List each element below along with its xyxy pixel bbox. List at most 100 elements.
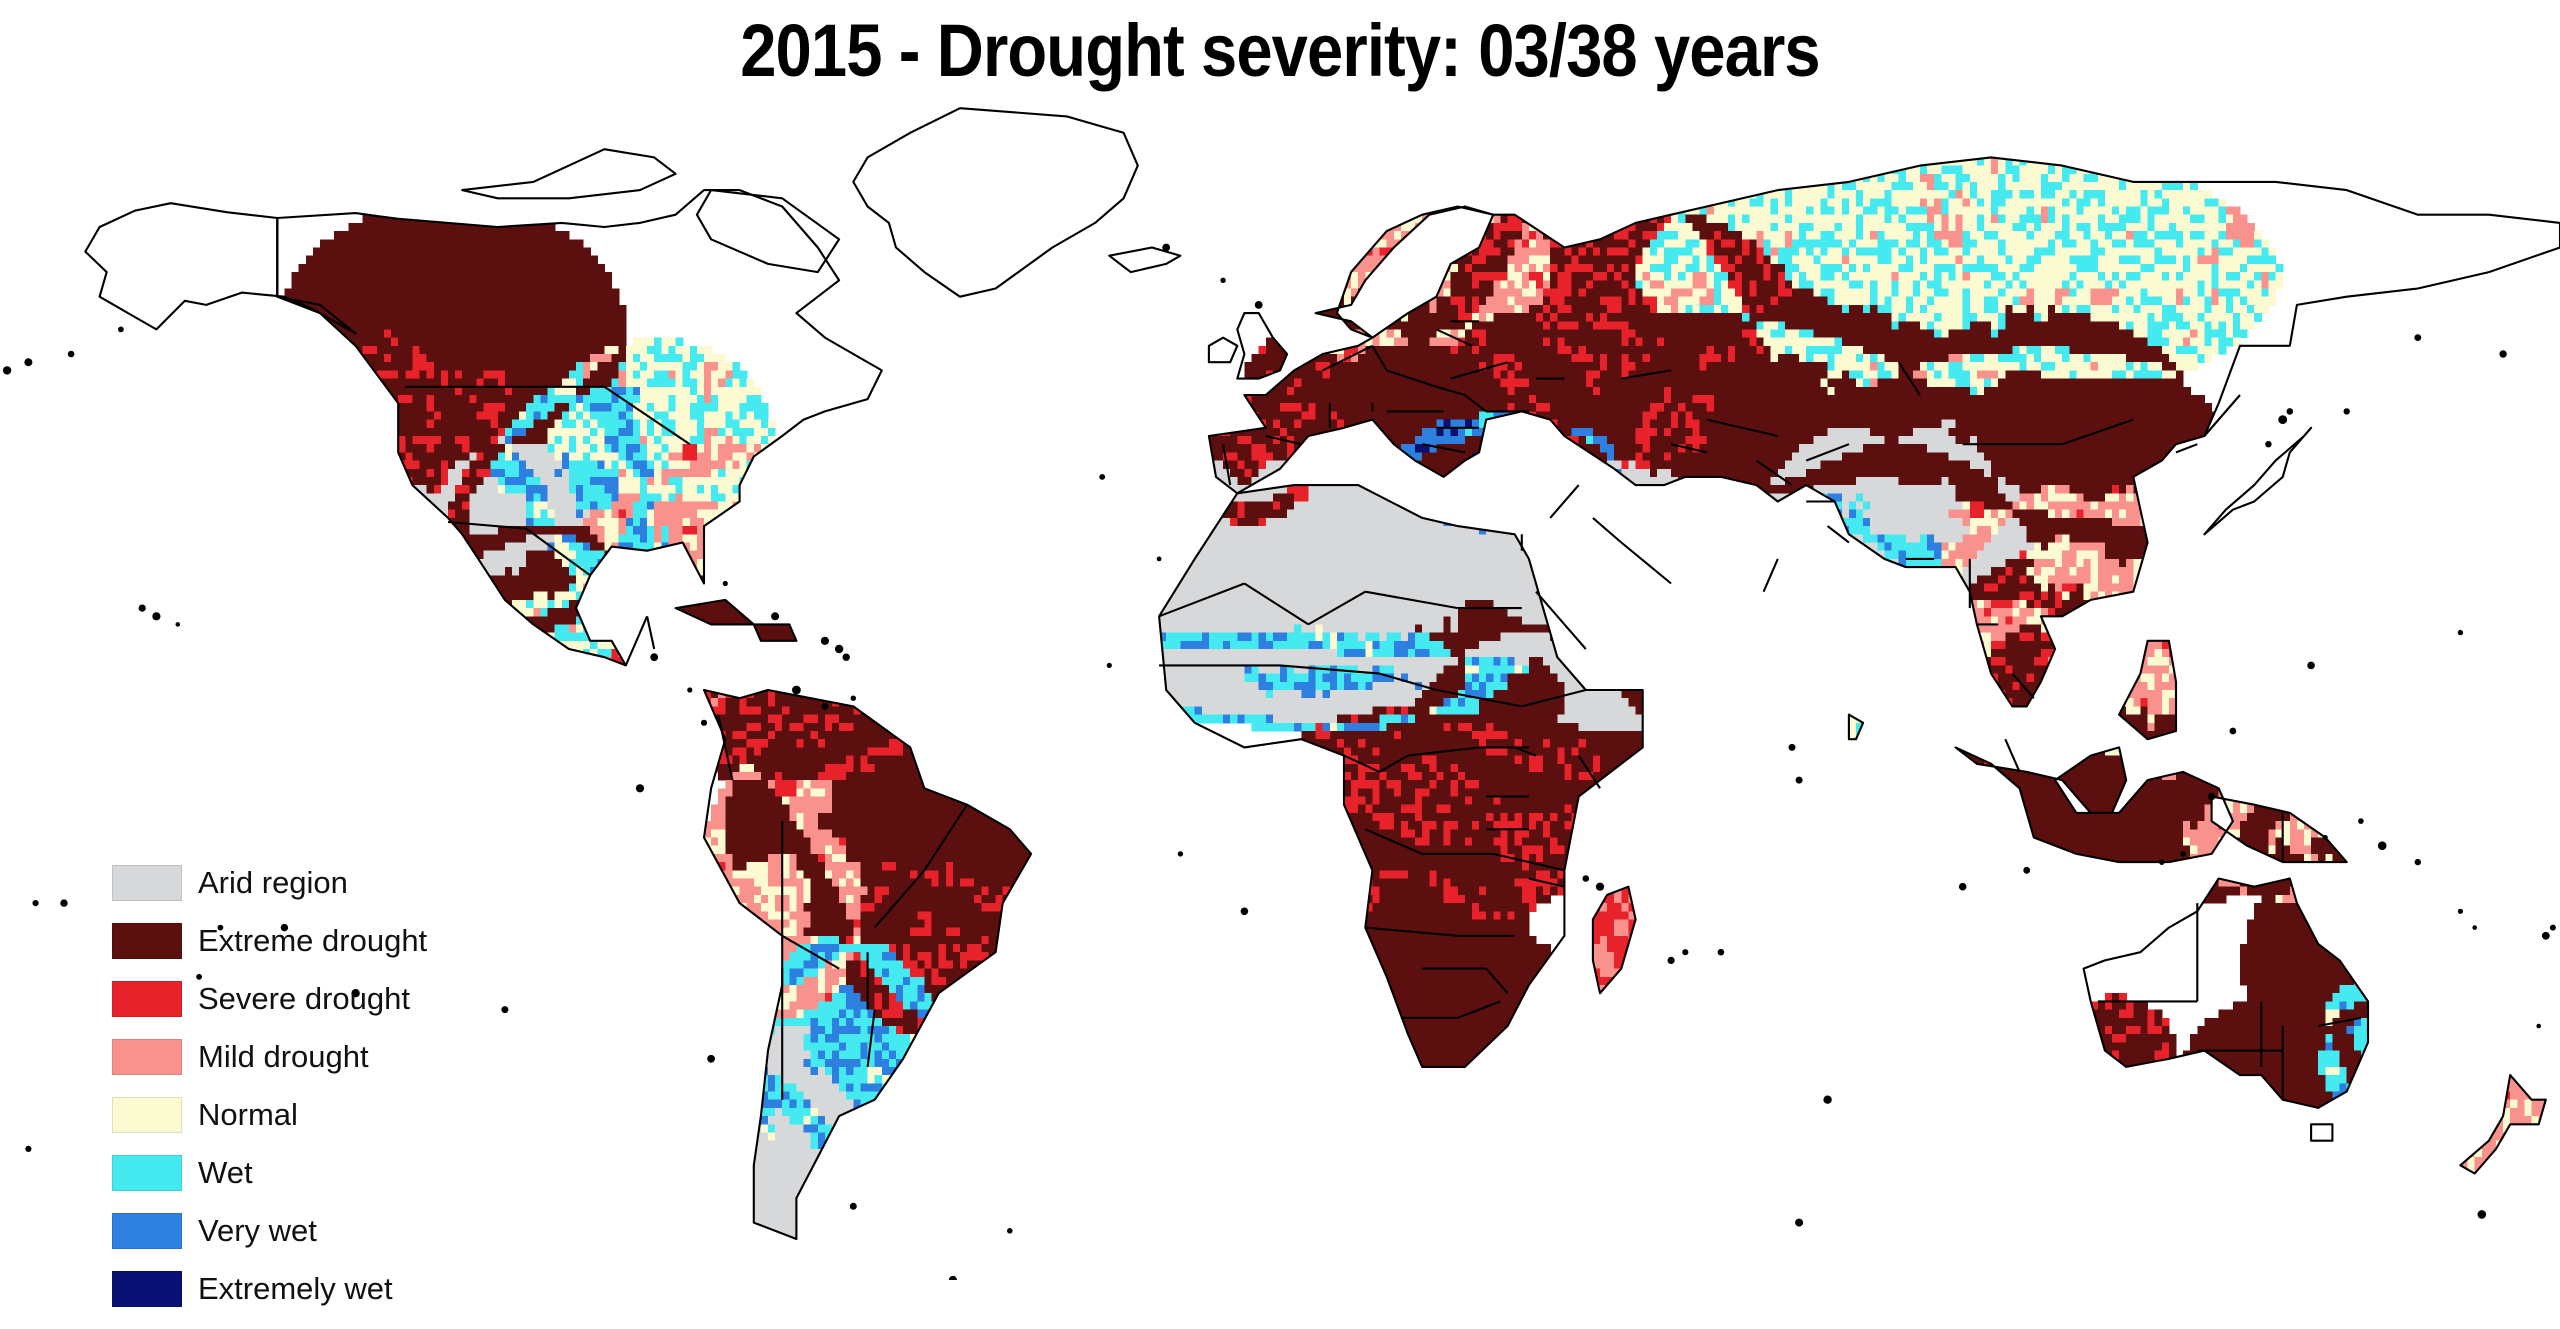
- island-dot: [2499, 350, 2506, 357]
- country-outline: [647, 616, 654, 649]
- island-dot: [1162, 244, 1170, 252]
- country-outline: [1764, 559, 1778, 592]
- island-dot: [1583, 875, 1590, 882]
- legend-item: Extremely wet: [112, 1271, 542, 1306]
- country-outline: [853, 108, 1138, 297]
- island-dot: [2536, 1024, 2541, 1029]
- country-outline: [2204, 428, 2311, 535]
- legend-swatch-extreme-drought: [112, 923, 182, 959]
- island-dot: [1178, 851, 1183, 856]
- legend-label-very-wet: Very wet: [198, 1214, 317, 1248]
- country-outline: [626, 616, 647, 665]
- island-dot: [707, 1055, 715, 1063]
- legend-item: Arid region: [112, 865, 542, 900]
- legend-item: Very wet: [112, 1213, 542, 1248]
- country-outline: [2176, 444, 2197, 452]
- island-dot: [2542, 932, 2550, 940]
- island-dot: [2323, 835, 2328, 840]
- island-dot: [1789, 744, 1796, 751]
- island-dot: [2287, 408, 2294, 415]
- island-dot: [792, 686, 801, 695]
- legend-swatch-arid: [112, 865, 182, 901]
- island-dot: [821, 703, 828, 710]
- country-outline: [1550, 485, 1579, 518]
- island-dot: [68, 351, 75, 358]
- country-outline: [1593, 518, 1621, 543]
- island-dot: [25, 1146, 31, 1152]
- country-outline: [1621, 543, 1671, 584]
- legend-item: Wet: [112, 1155, 542, 1190]
- legend-swatch-wet: [112, 1155, 182, 1191]
- island-dot: [2230, 728, 2237, 735]
- island-dot: [60, 899, 67, 906]
- legend-label-mild-drought: Mild drought: [198, 1040, 369, 1074]
- island-dot: [1157, 557, 1162, 562]
- island-dot: [723, 581, 728, 586]
- island-dot: [1220, 278, 1225, 283]
- legend: Arid region Extreme drought Severe droug…: [112, 865, 542, 1329]
- legend-swatch-extremely-wet: [112, 1271, 182, 1307]
- island-dot: [1668, 957, 1675, 964]
- island-dot: [1718, 949, 1725, 956]
- island-dot: [701, 720, 707, 726]
- island-dot: [118, 327, 124, 333]
- country-outline: [697, 190, 839, 272]
- drought-raster-layer: [277, 141, 2560, 1280]
- legend-label-severe-drought: Severe drought: [198, 982, 410, 1016]
- island-dot: [2378, 841, 2387, 850]
- island-dot: [2458, 909, 2463, 914]
- legend-swatch-very-wet: [112, 1213, 182, 1249]
- island-dot: [1255, 301, 1263, 309]
- island-dot: [1796, 777, 1803, 784]
- island-dot: [1795, 1219, 1803, 1227]
- island-dot: [636, 784, 644, 792]
- country-outline: [1209, 338, 1237, 363]
- island-dot: [2358, 818, 2364, 824]
- island-dot: [2278, 415, 2287, 424]
- legend-label-arid: Arid region: [198, 866, 348, 900]
- island-dot: [33, 900, 39, 906]
- country-outline: [462, 149, 675, 198]
- island-dot: [835, 645, 843, 653]
- island-dot: [851, 696, 856, 701]
- island-dot: [2414, 334, 2421, 341]
- island-dot: [2159, 859, 2165, 865]
- island-dot: [2550, 925, 2556, 931]
- island-dot: [1241, 908, 1249, 916]
- legend-label-normal: Normal: [198, 1098, 298, 1132]
- island-dot: [1107, 663, 1112, 668]
- island-dot: [1007, 1228, 1013, 1234]
- legend-swatch-mild-drought: [112, 1039, 182, 1075]
- island-dot: [2472, 925, 2477, 930]
- island-dot: [2478, 1210, 2487, 1219]
- island-dot: [1099, 474, 1105, 480]
- island-dot: [24, 358, 32, 366]
- legend-label-extremely-wet: Extremely wet: [198, 1272, 393, 1306]
- island-dot: [949, 1276, 957, 1280]
- legend-swatch-severe-drought: [112, 981, 182, 1017]
- island-dot: [176, 622, 181, 627]
- island-dot: [2023, 867, 2030, 874]
- legend-item: Severe drought: [112, 981, 542, 1016]
- page-title: 2015 - Drought severity: 03/38 years: [154, 8, 2407, 93]
- island-dot: [821, 637, 829, 645]
- legend-label-extreme-drought: Extreme drought: [198, 924, 427, 958]
- island-dot: [2415, 859, 2421, 865]
- legend-item: Normal: [112, 1097, 542, 1132]
- island-dot: [1596, 883, 1604, 891]
- island-dot: [687, 687, 692, 692]
- world-drought-map: Arid region Extreme drought Severe droug…: [0, 100, 2560, 1280]
- island-dot: [2265, 441, 2271, 447]
- legend-item: Extreme drought: [112, 923, 542, 958]
- country-outline: [2005, 739, 2019, 772]
- island-dot: [2458, 630, 2463, 635]
- country-outline: [1109, 248, 1180, 273]
- island-dot: [1959, 883, 1967, 891]
- island-dot: [850, 1203, 857, 1210]
- legend-label-wet: Wet: [198, 1156, 253, 1190]
- island-dot: [152, 612, 160, 620]
- country-outline: [2311, 1124, 2332, 1140]
- island-dot: [1682, 949, 1688, 955]
- island-dot: [2344, 408, 2350, 414]
- island-dot: [2180, 851, 2186, 857]
